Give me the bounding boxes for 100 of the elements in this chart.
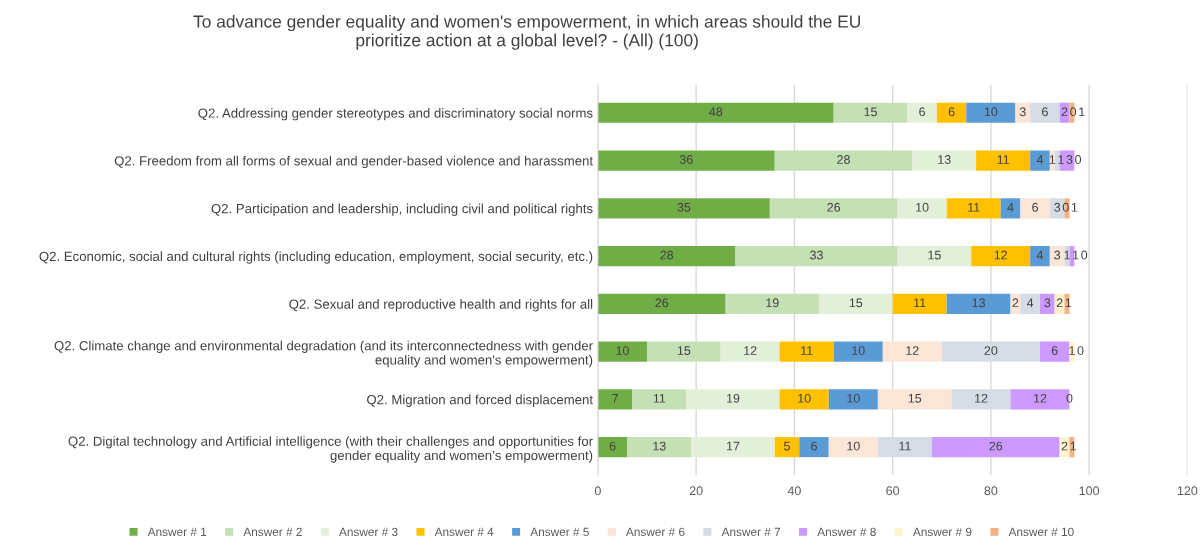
data-label: 1 xyxy=(1079,107,1085,117)
legend-label: Answer # 3 xyxy=(339,527,398,537)
bar xyxy=(892,293,947,314)
y-tick-label: Q2. Climate change and environmental degradation (and its interconnectedness with gender equality and women's empowerment) xyxy=(54,340,593,368)
data-label: 1 xyxy=(1069,346,1075,355)
data-label: 36 xyxy=(679,155,693,164)
data-label: 6 xyxy=(811,441,817,451)
x-tick-label: 100 xyxy=(1079,486,1100,496)
data-label: 12 xyxy=(744,346,757,355)
data-label: 0 xyxy=(1066,393,1073,403)
data-label: 11 xyxy=(653,394,666,403)
data-label: 3 xyxy=(1066,155,1073,164)
legend-label: Answer # 1 xyxy=(147,527,207,537)
legend-label: Answer # 6 xyxy=(625,527,685,537)
bar xyxy=(1020,293,1040,314)
bar xyxy=(833,341,883,362)
data-label: 6 xyxy=(1042,107,1048,117)
data-label: 10 xyxy=(798,393,811,403)
data-label: 20 xyxy=(984,346,998,355)
bar xyxy=(907,102,937,123)
data-label: 3 xyxy=(1044,298,1051,308)
chart-title: To advance gender equality and women's empowerment, in which areas should the EU prioritize action at a global level? - (All) (100) xyxy=(193,14,860,50)
bar xyxy=(774,150,913,171)
bar xyxy=(931,437,1060,458)
x-tick-label: 60 xyxy=(886,486,900,496)
data-label: 0 xyxy=(1075,155,1082,164)
data-label: 3 xyxy=(1054,202,1061,212)
data-label: 2 xyxy=(1012,298,1019,308)
bar xyxy=(597,341,648,362)
data-label: 1 xyxy=(1058,155,1064,164)
bar xyxy=(936,102,967,123)
bar xyxy=(686,389,780,410)
data-label: 15 xyxy=(928,250,941,260)
bar xyxy=(691,437,775,458)
bar xyxy=(735,246,898,267)
data-label: 2 xyxy=(1061,107,1068,117)
data-label: 12 xyxy=(994,250,1008,260)
bar xyxy=(828,389,878,410)
bar xyxy=(966,102,1016,123)
data-label: 4 xyxy=(1007,202,1014,212)
legend-label: Answer # 5 xyxy=(530,527,589,537)
bar xyxy=(1039,293,1055,314)
bar xyxy=(597,150,775,171)
bar xyxy=(720,341,780,362)
legend-label: Answer # 2 xyxy=(243,527,302,537)
data-label: 28 xyxy=(660,250,674,260)
data-label: 0 xyxy=(1081,250,1088,260)
data-label: 3 xyxy=(1019,107,1026,117)
data-label: 15 xyxy=(908,394,922,403)
legend-label: Answer # 7 xyxy=(721,527,781,537)
bar xyxy=(1000,198,1021,219)
data-label: 11 xyxy=(914,298,926,308)
bar xyxy=(828,437,878,458)
bar xyxy=(597,437,628,458)
y-tick-label: Q2. Digital technology and Artificial intelligence (with their challenges and opportunities for gender equality and women’s empowerment) xyxy=(68,436,593,463)
data-label: 10 xyxy=(916,202,929,212)
bar xyxy=(1015,102,1031,123)
data-label: 12 xyxy=(975,393,988,403)
data-label: 12 xyxy=(1034,393,1047,403)
data-label: 35 xyxy=(677,202,691,212)
data-label: 11 xyxy=(899,441,911,451)
data-label: 26 xyxy=(655,298,669,308)
data-label: 19 xyxy=(726,393,740,403)
bar xyxy=(1049,246,1065,267)
data-label: 1 xyxy=(1064,250,1070,260)
bar xyxy=(597,293,726,314)
data-label: 10 xyxy=(984,107,998,117)
bar xyxy=(882,341,942,362)
y-tick-label: Q2. Freedom from all forms of sexual and gender-based violence and harassment xyxy=(114,155,593,169)
data-label: 26 xyxy=(989,441,1003,451)
data-label: 10 xyxy=(847,441,860,451)
data-label: 15 xyxy=(849,298,863,308)
bar xyxy=(1054,150,1060,171)
x-tick-label: 0 xyxy=(594,486,601,496)
data-label: 3 xyxy=(1054,250,1061,260)
bar xyxy=(971,246,1031,267)
data-label: 4 xyxy=(1036,155,1044,164)
bar xyxy=(912,150,977,171)
bar xyxy=(725,293,819,314)
bar xyxy=(1030,102,1060,123)
bar xyxy=(946,198,1001,219)
bar xyxy=(897,246,972,267)
data-label: 2 xyxy=(1056,298,1063,308)
data-label: 10 xyxy=(852,346,865,355)
y-tick-label: Q2. Economic, social and cultural rights (including education, employment, social security, etc.) xyxy=(39,251,593,264)
bar xyxy=(799,437,829,458)
legend-label: Answer # 4 xyxy=(434,527,494,537)
data-label: 13 xyxy=(938,155,951,164)
data-label: 0 xyxy=(1077,346,1084,355)
x-tick-label: 80 xyxy=(984,486,998,496)
data-label: 7 xyxy=(612,394,618,403)
x-tick-label: 120 xyxy=(1177,486,1198,496)
bar xyxy=(1030,150,1050,171)
data-label: 13 xyxy=(653,441,666,451)
data-label: 6 xyxy=(1032,202,1039,212)
data-label: 13 xyxy=(972,298,985,308)
y-tick-label: Q2. Migration and forced displacement xyxy=(367,394,593,407)
data-label: 1 xyxy=(1071,202,1078,212)
bar xyxy=(946,293,1011,314)
data-label: 33 xyxy=(810,250,823,260)
